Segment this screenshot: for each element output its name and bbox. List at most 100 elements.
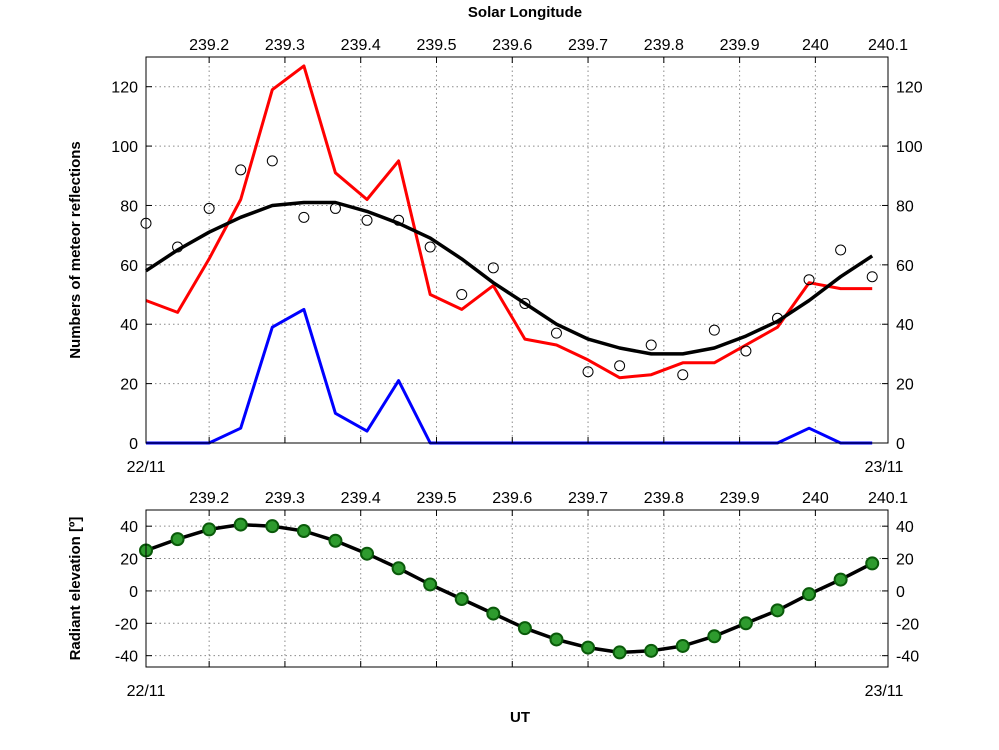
elevation-marker bbox=[833, 572, 848, 587]
elevation-marker bbox=[675, 638, 690, 653]
elevation-marker bbox=[770, 603, 785, 618]
y-tick-label-left: 100 bbox=[111, 139, 138, 156]
elevation-marker bbox=[549, 632, 564, 647]
elevation-marker bbox=[454, 592, 469, 607]
background-marker bbox=[203, 202, 215, 214]
background-marker bbox=[550, 327, 562, 339]
elevation-marker bbox=[612, 645, 627, 660]
y-tick-label-right: 0 bbox=[896, 436, 905, 453]
elevation-marker bbox=[644, 643, 659, 658]
solar-longitude-tick-label: 240 bbox=[802, 37, 829, 54]
elevation-marker bbox=[170, 532, 185, 547]
background-marker bbox=[835, 244, 847, 256]
bottom-panel-radiant-elevation: -40 -40 -20 -20 0 0 20 20 40 40 239.2 239.3 239.4 239… bbox=[67, 490, 919, 726]
y-tick-label-left: -20 bbox=[115, 616, 138, 633]
elevation-marker bbox=[423, 577, 438, 592]
y-tick-label-right: -40 bbox=[896, 649, 919, 666]
solar-longitude-tick-label: 240.1 bbox=[868, 37, 908, 54]
elevation-marker bbox=[233, 517, 248, 532]
elevation-marker bbox=[486, 606, 501, 621]
solar-longitude-tick-label: 239.7 bbox=[568, 37, 608, 54]
background-marker bbox=[582, 366, 594, 378]
elevation-marker bbox=[265, 519, 280, 534]
solar-longitude-tick-label: 239.3 bbox=[265, 37, 305, 54]
elevation-marker bbox=[391, 561, 406, 576]
y-axis-label: Radiant elevation [º] bbox=[67, 517, 84, 661]
y-tick-label-left: 120 bbox=[111, 80, 138, 97]
y-tick-label-left: 40 bbox=[120, 317, 138, 334]
solar-longitude-tick-label: 239.2 bbox=[189, 37, 229, 54]
background-marker bbox=[487, 262, 499, 274]
series-line-radiant-elevation bbox=[145, 522, 873, 655]
y-tick-label-left: 0 bbox=[129, 436, 138, 453]
solar-longitude-tick-label: 239.6 bbox=[492, 490, 532, 507]
solar-longitude-tick-label: 239.7 bbox=[568, 490, 608, 507]
elevation-marker bbox=[202, 522, 217, 537]
axes-box bbox=[145, 509, 889, 668]
solar-longitude-tick-label: 239.2 bbox=[189, 490, 229, 507]
x-start-date-label: 22/11 bbox=[127, 683, 166, 700]
y-tick-label-right: -20 bbox=[896, 616, 919, 633]
y-tick-label-left: 0 bbox=[129, 584, 138, 601]
solar-longitude-tick-label: 240.1 bbox=[868, 490, 908, 507]
background-marker bbox=[361, 214, 373, 226]
solar-longitude-tick-label: 239.8 bbox=[644, 490, 684, 507]
background-marker bbox=[614, 360, 626, 372]
y-tick-label-right: 100 bbox=[896, 139, 923, 156]
background-marker bbox=[866, 271, 878, 283]
elevation-marker bbox=[707, 629, 722, 644]
solar-longitude-tick-label: 239.6 bbox=[492, 37, 532, 54]
solar-longitude-tick-label: 239.8 bbox=[644, 37, 684, 54]
elevation-marker bbox=[328, 533, 343, 548]
elevation-marker bbox=[865, 556, 880, 571]
background-marker bbox=[266, 155, 278, 167]
x-start-date-label: 22/11 bbox=[127, 459, 166, 476]
y-tick-label-right: 40 bbox=[896, 317, 914, 334]
y-tick-label-left: 20 bbox=[120, 377, 138, 394]
x-end-date-label: 23/11 bbox=[865, 459, 904, 476]
x-end-date-label: 23/11 bbox=[865, 683, 904, 700]
y-tick-label-right: 20 bbox=[896, 552, 914, 569]
y-tick-label-right: 40 bbox=[896, 519, 914, 536]
background-marker bbox=[645, 339, 657, 351]
chart-title: Solar Longitude bbox=[468, 4, 582, 21]
elevation-marker bbox=[360, 546, 375, 561]
y-axis-label: Numbers of meteor reflections bbox=[67, 141, 84, 359]
y-tick-label-right: 120 bbox=[896, 80, 923, 97]
background-marker bbox=[519, 297, 531, 309]
y-tick-label-right: 80 bbox=[896, 198, 914, 215]
background-marker bbox=[298, 211, 310, 223]
solar-longitude-tick-label: 239.5 bbox=[416, 37, 456, 54]
solar-longitude-tick-label: 239.9 bbox=[720, 37, 760, 54]
background-marker bbox=[803, 274, 815, 286]
elevation-marker bbox=[296, 524, 311, 539]
axes-box bbox=[145, 56, 889, 444]
solar-longitude-tick-label: 239.5 bbox=[416, 490, 456, 507]
series-line-background-fit bbox=[145, 200, 874, 356]
solar-longitude-tick-label: 239.9 bbox=[720, 490, 760, 507]
y-tick-label-left: -40 bbox=[115, 649, 138, 666]
y-tick-label-left: 20 bbox=[120, 552, 138, 569]
y-tick-label-left: 60 bbox=[120, 258, 138, 275]
background-marker bbox=[740, 345, 752, 357]
top-panel-meteor-reflections: 0 0 20 20 40 40 60 60 80 80 100 100 120 120 239.2 239.3… bbox=[67, 4, 923, 476]
background-marker bbox=[456, 289, 468, 301]
y-tick-label-left: 40 bbox=[120, 519, 138, 536]
background-marker bbox=[424, 241, 436, 253]
elevation-marker bbox=[738, 616, 753, 631]
x-axis-label: UT bbox=[510, 709, 530, 726]
y-tick-label-left: 80 bbox=[120, 198, 138, 215]
solar-longitude-tick-label: 239.4 bbox=[341, 490, 381, 507]
elevation-marker bbox=[802, 587, 817, 602]
y-tick-label-right: 0 bbox=[896, 584, 905, 601]
solar-longitude-tick-label: 239.3 bbox=[265, 490, 305, 507]
solar-longitude-tick-label: 240 bbox=[802, 490, 829, 507]
background-marker bbox=[235, 164, 247, 176]
y-tick-label-right: 60 bbox=[896, 258, 914, 275]
series-line-observed bbox=[145, 64, 873, 380]
background-marker bbox=[677, 369, 689, 381]
background-marker bbox=[708, 324, 720, 336]
y-tick-label-right: 20 bbox=[896, 377, 914, 394]
elevation-marker bbox=[517, 621, 532, 636]
